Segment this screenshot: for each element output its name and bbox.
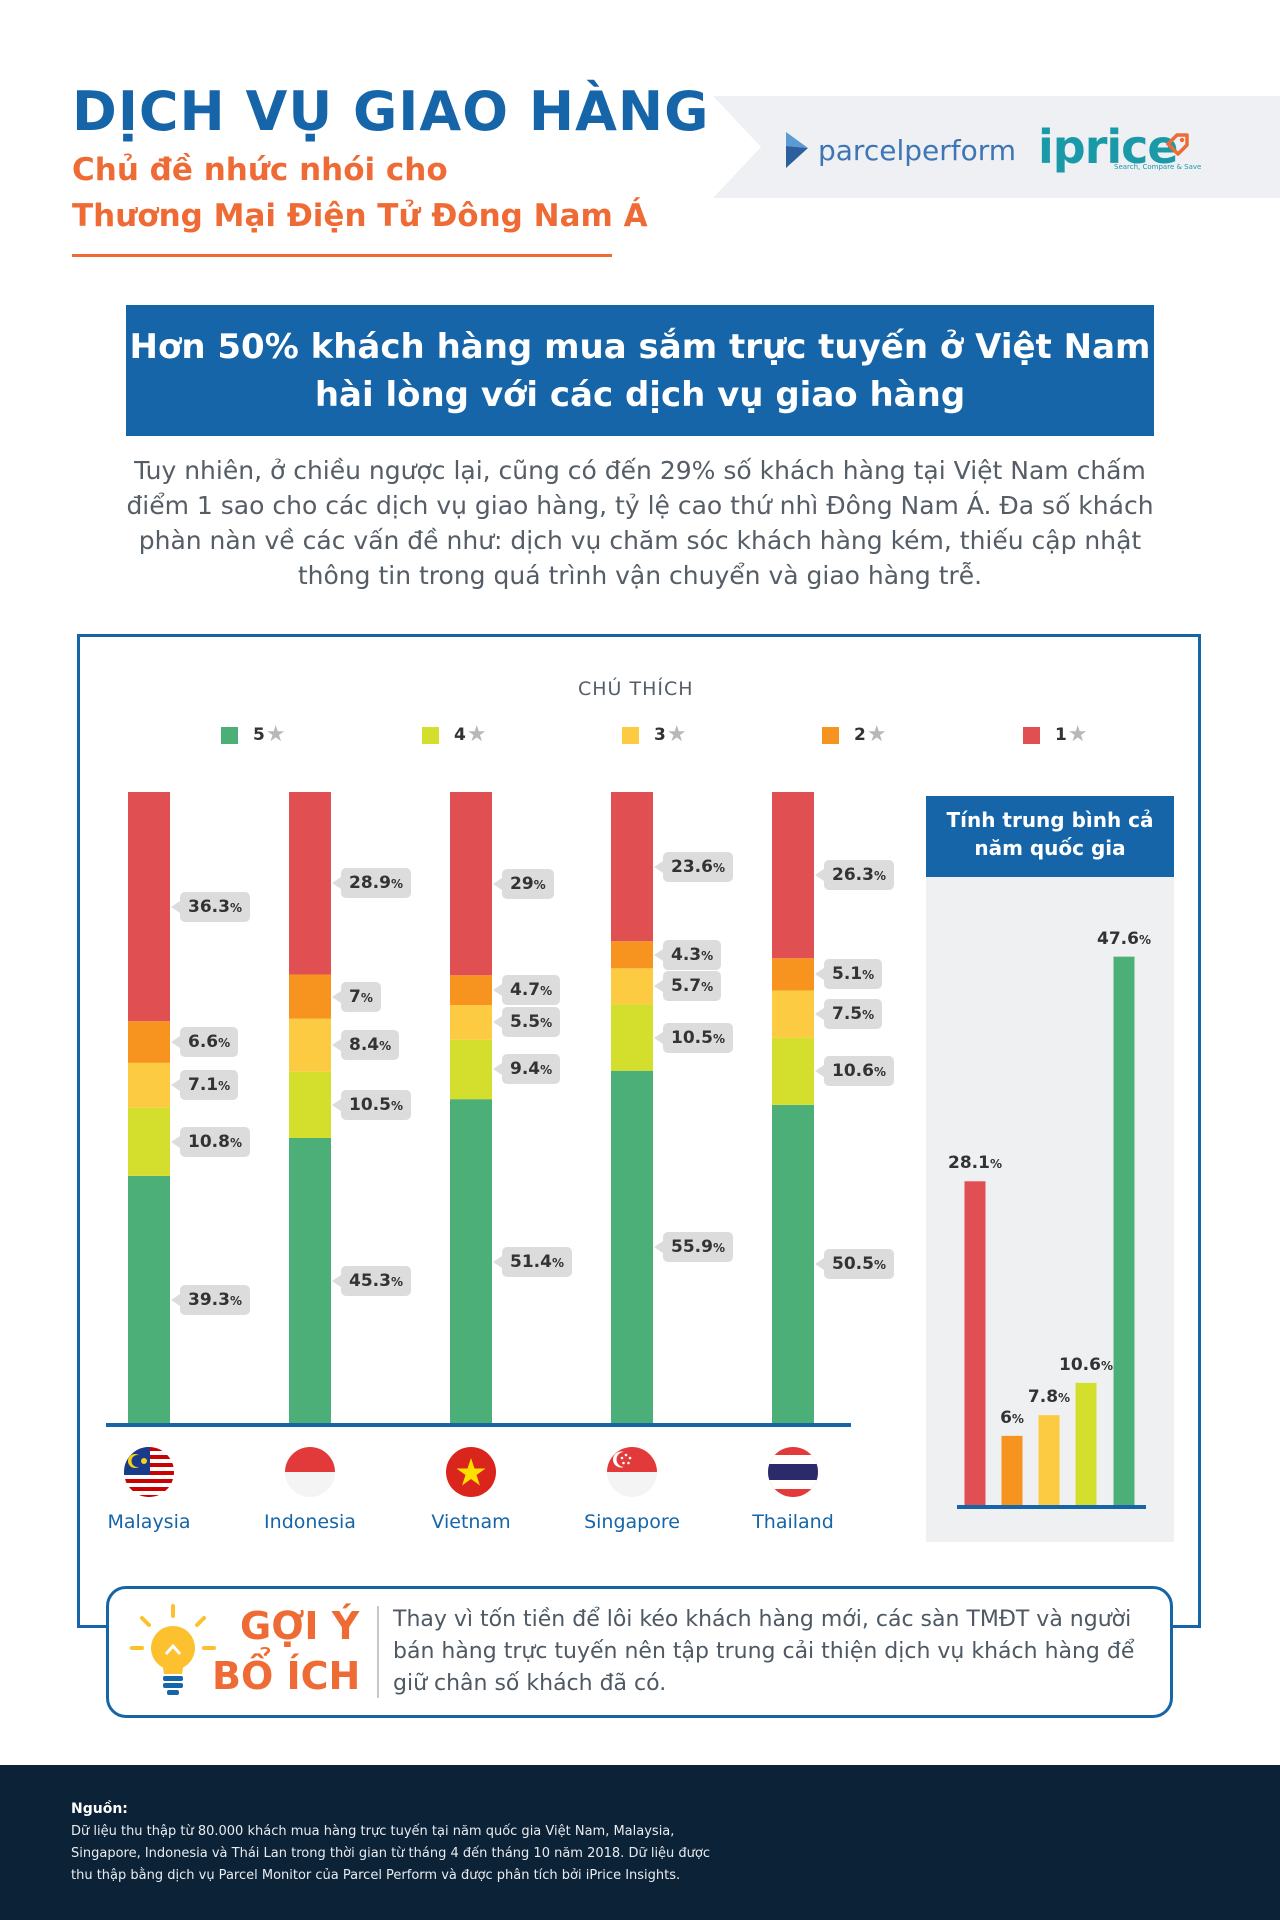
intro-line3: phàn nàn về các vấn đề như: dịch vụ chăm… <box>138 526 1142 555</box>
footer-source-line3: thu thập bằng dịch vụ Parcel Monitor của… <box>71 1868 681 1883</box>
legend-label: 1 <box>1055 725 1067 745</box>
bar-vietnam-3-star <box>450 1004 492 1040</box>
legend-label: 3 <box>654 725 666 745</box>
bar-thailand-3-star <box>772 990 814 1038</box>
bar-malaysia-5-star <box>128 1175 170 1424</box>
legend-label: 5 <box>253 725 265 745</box>
parcelperform-logo: parcelperform <box>818 134 1017 167</box>
country-label-malaysia: Malaysia <box>107 1511 191 1533</box>
bar-thailand-1-star <box>772 792 814 959</box>
legend-swatch <box>422 726 439 744</box>
legend-item-2-star: 2 ★ <box>822 724 887 746</box>
legend-item-5-star: 5 ★ <box>221 724 286 746</box>
indonesia-flag-icon <box>285 1447 335 1497</box>
bar-indonesia-1-star <box>289 792 331 975</box>
legend-label: 4 <box>454 725 466 745</box>
tip-divider <box>377 1606 379 1698</box>
footer-source-line2: Singapore, Indonesia và Thái Lan trong t… <box>71 1846 711 1861</box>
country-label-vietnam: Vietnam <box>431 1511 511 1533</box>
footer-source-line1: Dữ liệu thu thập từ 80.000 khách mua hàn… <box>71 1824 675 1839</box>
average-panel-title-line2: năm quốc gia <box>974 836 1126 860</box>
average-bar-1-star <box>964 1181 986 1505</box>
bar-singapore-5-star <box>611 1070 653 1424</box>
header-divider <box>72 254 612 257</box>
iprice-tagline: Search, Compare & Save <box>1114 163 1202 171</box>
bar-singapore-2-star <box>611 941 653 969</box>
bar-vietnam-2-star <box>450 975 492 1005</box>
star-icon: ★ <box>1067 722 1088 747</box>
tip-box <box>106 1586 1173 1718</box>
iprice-logo: iprice <box>1038 120 1179 174</box>
headline-line2: hài lòng với các dịch vụ giao hàng <box>314 375 966 415</box>
legend-label: 2 <box>854 725 866 745</box>
bar-vietnam-5-star <box>450 1099 492 1424</box>
parcelperform-logo-icon <box>786 132 808 168</box>
legend-title: CHÚ THÍCH <box>578 678 694 700</box>
star-icon: ★ <box>466 722 487 747</box>
country-label-indonesia: Indonesia <box>264 1511 356 1533</box>
bar-indonesia-2-star <box>289 974 331 1019</box>
legend-swatch <box>221 726 238 744</box>
legend-swatch <box>822 726 839 744</box>
intro-line4: thông tin trong quá trình vận chuyển và … <box>297 561 983 590</box>
average-panel-title-line1: Tính trung bình cả <box>946 808 1154 832</box>
tip-title-line2: BỔ ÍCH <box>212 1654 361 1698</box>
average-bar-4-star <box>1075 1382 1097 1505</box>
legend-swatch <box>622 726 639 744</box>
star-icon: ★ <box>866 722 887 747</box>
tip-text-line2: bán hàng trực tuyến nên tập trung cải th… <box>393 1639 1135 1664</box>
average-panel-header: Tính trung bình cả năm quốc gia <box>926 796 1174 877</box>
tip-title-line1: GỢI Ý <box>240 1604 360 1648</box>
page-subtitle-line2: Thương Mại Điện Tử Đông Nam Á <box>72 198 648 234</box>
country-label-singapore: Singapore <box>584 1511 680 1533</box>
footer-source-label: Nguồn: <box>71 1801 128 1817</box>
headline-banner: Hơn 50% khách hàng mua sắm trực tuyến ở … <box>126 305 1154 436</box>
singapore-flag-icon <box>607 1447 657 1497</box>
bar-vietnam-1-star <box>450 792 492 976</box>
page-subtitle-line1: Chủ đề nhức nhói cho <box>72 152 448 188</box>
bar-singapore-4-star <box>611 1004 653 1071</box>
vietnam-flag-icon <box>446 1447 496 1497</box>
bar-malaysia-3-star <box>128 1062 170 1108</box>
legend-item-3-star: 3 ★ <box>622 724 687 746</box>
bar-malaysia-4-star <box>128 1107 170 1176</box>
page-title: DỊCH VỤ GIAO HÀNG <box>72 80 710 143</box>
bar-singapore-3-star <box>611 968 653 1005</box>
star-icon: ★ <box>666 722 687 747</box>
average-bar-5-star <box>1113 956 1135 1505</box>
legend-item-1-star: 1 ★ <box>1023 724 1088 746</box>
bar-thailand-4-star <box>772 1037 814 1105</box>
legend-item-4-star: 4 ★ <box>422 724 487 746</box>
iprice-tag-icon <box>1166 133 1189 156</box>
intro-line2: điểm 1 sao cho các dịch vụ giao hàng, tỷ… <box>126 491 1154 520</box>
bar-vietnam-4-star <box>450 1039 492 1100</box>
bar-indonesia-4-star <box>289 1071 331 1138</box>
average-bar-2-star <box>1001 1435 1023 1505</box>
bar-indonesia-3-star <box>289 1018 331 1072</box>
bar-singapore-1-star <box>611 792 653 942</box>
lightbulb-icon <box>130 1604 216 1695</box>
tip-text-line3: giữ chân số khách đã có. <box>393 1671 667 1696</box>
legend-swatch <box>1023 726 1040 744</box>
intro-line1: Tuy nhiên, ở chiều ngược lại, cũng có đế… <box>134 456 1146 485</box>
headline-line1: Hơn 50% khách hàng mua sắm trực tuyến ở … <box>129 327 1151 367</box>
bar-malaysia-2-star <box>128 1021 170 1063</box>
bar-indonesia-5-star <box>289 1137 331 1424</box>
bar-thailand-5-star <box>772 1104 814 1424</box>
star-icon: ★ <box>265 722 286 747</box>
malaysia-flag-icon <box>124 1447 174 1497</box>
footer <box>0 1765 1280 1920</box>
average-bar-3-star <box>1038 1415 1060 1505</box>
thailand-flag-icon <box>768 1447 818 1497</box>
tip-text-line1: Thay vì tốn tiền để lôi kéo khách hàng m… <box>393 1607 1132 1632</box>
country-label-thailand: Thailand <box>752 1511 834 1533</box>
bar-malaysia-1-star <box>128 792 170 1022</box>
bar-thailand-2-star <box>772 958 814 991</box>
